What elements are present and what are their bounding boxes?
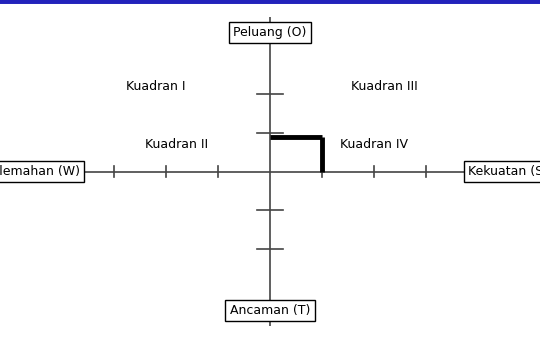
Text: Kuadran II: Kuadran II — [145, 138, 208, 151]
Text: Kuadran I: Kuadran I — [126, 80, 186, 93]
Text: Kelemahan (W): Kelemahan (W) — [0, 165, 79, 178]
Text: Kuadran IV: Kuadran IV — [340, 138, 408, 151]
Text: Kekuatan (S): Kekuatan (S) — [469, 165, 540, 178]
Text: Peluang (O): Peluang (O) — [233, 26, 307, 39]
Text: Kuadran III: Kuadran III — [350, 80, 417, 93]
Text: Ancaman (T): Ancaman (T) — [230, 304, 310, 317]
